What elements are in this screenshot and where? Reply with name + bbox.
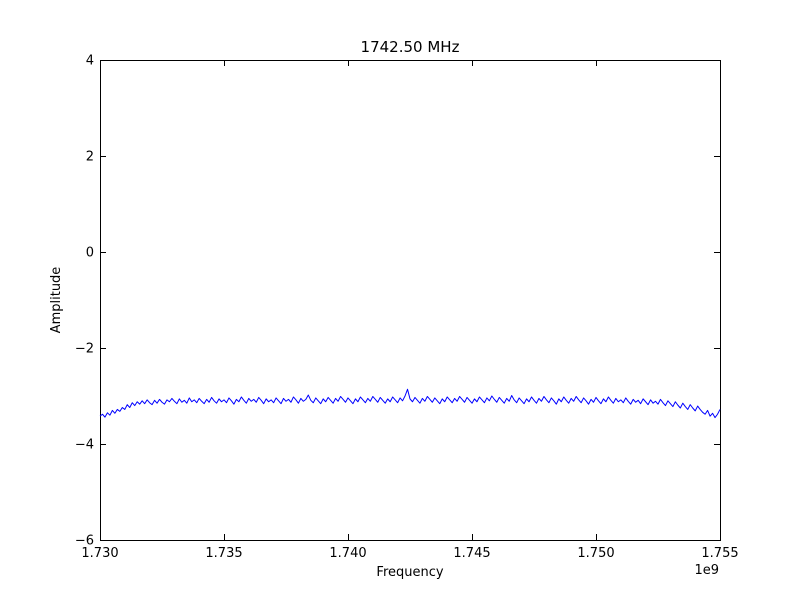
y-axis-label: Amplitude	[49, 267, 64, 334]
y-tick-label: 4	[86, 54, 94, 69]
x-tick-label: 1.745	[453, 546, 490, 561]
x-tick-labels: 1.730 1.735 1.740 1.745 1.750 1.755	[81, 546, 738, 561]
x-tick-label: 1.750	[577, 546, 614, 561]
x-tick-label: 1.730	[81, 546, 118, 561]
y-tick-label: 0	[86, 246, 94, 261]
y-tick-label: 2	[86, 150, 94, 165]
plot-title: 1742.50 MHz	[361, 38, 460, 56]
y-tick-label: −2	[75, 342, 94, 357]
y-tick-label: −4	[75, 438, 94, 453]
x-axis-label: Frequency	[376, 565, 443, 580]
x-axis-offset-label: 1e9	[694, 563, 719, 578]
x-tick-label: 1.735	[205, 546, 242, 561]
signal-line	[99, 388, 721, 419]
tick-marks	[100, 60, 721, 541]
y-tick-labels: 4 2 0 −2 −4 −6	[75, 54, 94, 549]
plot-frame	[100, 60, 721, 541]
x-tick-label: 1.755	[701, 546, 738, 561]
y-tick-label: −6	[75, 534, 94, 549]
x-tick-label: 1.740	[329, 546, 366, 561]
